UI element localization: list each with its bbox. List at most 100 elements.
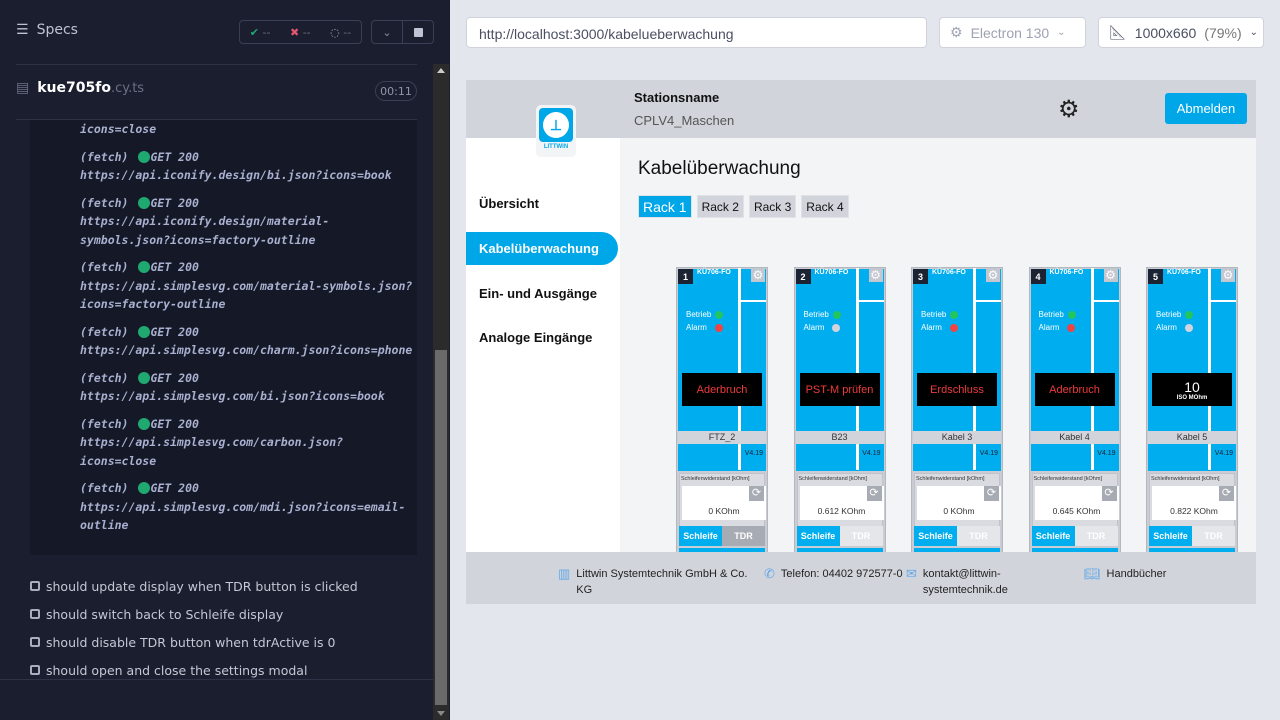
rack-tab[interactable]: Rack 2 <box>696 195 744 218</box>
scrollbar-thumb[interactable] <box>435 350 447 705</box>
betrieb-indicator: Betrieb <box>686 310 724 319</box>
tdr-button[interactable]: TDR <box>957 526 1000 546</box>
betrieb-indicator: Betrieb <box>1039 310 1076 319</box>
schleife-button[interactable]: Schleife <box>914 526 957 546</box>
nav-item[interactable]: Übersicht <box>479 196 539 211</box>
schleife-button[interactable]: Schleife <box>1031 526 1075 546</box>
log-entry[interactable]: (fetch) GET 200 https://api.simplesvg.com/… <box>80 479 415 535</box>
module-settings-gear-icon[interactable]: ⚙ <box>751 268 765 282</box>
pending-icon: ◌ <box>330 25 340 39</box>
status-led <box>1067 310 1076 319</box>
log-entry[interactable]: (fetch) GET 200 https://api.iconify.design… <box>80 194 415 250</box>
tdr-button[interactable]: TDR <box>839 526 883 546</box>
status-dot-icon <box>138 196 151 209</box>
firmware-version: V4.19 <box>1097 450 1116 457</box>
log-url: https://api.iconify.design/material-symb… <box>80 214 330 247</box>
nav-item[interactable]: Ein- und Ausgänge <box>479 286 597 301</box>
module-settings-gear-icon[interactable]: ⚙ <box>1103 268 1118 282</box>
betrieb-indicator: Betrieb <box>1156 310 1194 319</box>
sidebar: Übersicht Kabelüberwachung Ein- und Ausgän… <box>466 138 620 552</box>
rack-tab[interactable]: Rack 4 <box>801 195 849 218</box>
test-item[interactable]: should open and close the settings modal <box>30 656 358 684</box>
tdr-button[interactable]: TDR <box>722 526 765 546</box>
specs-toggle[interactable]: ☰ Specs <box>16 22 78 38</box>
nav-item[interactable]: Analoge Eingänge <box>479 330 593 345</box>
log-entry[interactable]: (fetch) GET 200 https://api.iconify.design… <box>80 148 415 185</box>
test-item[interactable]: should update display when TDR button is… <box>30 572 358 600</box>
module-display: PST-M prüfen <box>799 373 880 406</box>
log-entry[interactable]: (fetch) GET 200 https://api.simplesvg.com/… <box>80 323 415 360</box>
module-card: 4 KÜ706-FO ⚙ Betrieb Alarm Aderbruch Kab… <box>1028 267 1121 568</box>
refresh-icon[interactable]: ⟳ <box>984 486 999 501</box>
module-title: KÜ706-FO <box>697 269 731 276</box>
log-entry[interactable]: (fetch) GET 200 https://api.simplesvg.com/… <box>80 258 415 314</box>
module-settings-gear-icon[interactable]: ⚙ <box>868 268 883 282</box>
schleife-button[interactable]: Schleife <box>796 526 840 546</box>
status-led <box>714 323 723 332</box>
module-number: 5 <box>1148 269 1163 284</box>
module-title: KÜ706-FO <box>814 269 849 276</box>
rack-tab[interactable]: Rack 1 <box>638 195 692 218</box>
logout-button[interactable]: Abmelden <box>1165 93 1247 124</box>
module-title: KÜ706-FO <box>932 269 966 276</box>
footer-company: ▥ Littwin Systemtechnik GmbH & Co. KG <box>558 566 748 596</box>
test-item[interactable]: should disable TDR button when tdrActive… <box>30 628 358 656</box>
settings-gear-icon[interactable]: ⚙ <box>1058 96 1080 123</box>
alarm-indicator: Alarm <box>1039 323 1076 332</box>
firmware-version: V4.19 <box>744 450 763 457</box>
tdr-button[interactable]: TDR <box>1074 526 1118 546</box>
status-led <box>715 310 724 319</box>
footer-email[interactable]: ✉ kontakt@littwin-systemtechnik.de <box>906 566 1008 596</box>
resistance-panel: Schleifenwiderstand [kOhm] 0.822 KOhm ⟳ <box>1149 473 1236 528</box>
browser-selector[interactable]: ⚙ Electron 130 ⌄ <box>939 17 1086 48</box>
command-log[interactable]: icons=close (fetch) GET 200 https://api.ic… <box>30 120 417 555</box>
test-list: should update display when TDR button is… <box>30 572 358 684</box>
test-stats: ✔ -- ✖ -- ◌ -- <box>239 20 362 44</box>
station-value: CPLV4_Maschen <box>634 113 735 128</box>
rack-tab[interactable]: Rack 3 <box>748 195 797 218</box>
nav-item[interactable]: Kabelüberwachung <box>466 232 618 265</box>
divider <box>16 119 417 120</box>
scrollbar[interactable] <box>433 64 449 720</box>
refresh-icon[interactable]: ⟳ <box>1101 486 1117 501</box>
module-number: 3 <box>913 269 928 284</box>
chevron-down-icon: ⌄ <box>1249 27 1259 38</box>
resistance-panel: Schleifenwiderstand [kOhm] 0 KOhm ⟳ <box>914 473 1001 528</box>
divider <box>16 64 417 65</box>
log-entry[interactable]: (fetch) GET 200 https://api.simplesvg.com/… <box>80 369 415 406</box>
refresh-icon[interactable]: ⟳ <box>749 486 764 501</box>
footer-manuals[interactable]: 📖︎ Handbücher <box>1084 566 1167 581</box>
module-card: 3 KÜ706-FO ⚙ Betrieb Alarm Erdschluss Ka… <box>911 267 1003 568</box>
alarm-indicator: Alarm <box>921 323 958 332</box>
cable-label: Kabel 4 <box>1030 431 1119 444</box>
footer-phone[interactable]: ✆ Telefon: 04402 972577-0 <box>764 566 903 581</box>
viewport-selector[interactable]: 📐︎ 1000x660 (79%) ⌄ <box>1098 17 1264 48</box>
cable-label: Kabel 5 <box>1148 431 1236 444</box>
module-settings-gear-icon[interactable]: ⚙ <box>1221 268 1235 282</box>
tdr-button[interactable]: TDR <box>1192 526 1235 546</box>
status-dot-icon <box>138 417 151 430</box>
schleife-button[interactable]: Schleife <box>1149 526 1192 546</box>
module-title: KÜ706-FO <box>1049 269 1084 276</box>
log-url: https://api.iconify.design/bi.json?icons… <box>80 168 392 182</box>
stop-button[interactable] <box>403 21 433 43</box>
module-card: 2 KÜ706-FO ⚙ Betrieb Alarm PST-M prüfen … <box>793 267 886 568</box>
preview-panel: http://localhost:3000/kabelueberwachung … <box>450 0 1280 720</box>
refresh-icon[interactable]: ⟳ <box>1219 486 1234 501</box>
book-icon: 📖︎ <box>1084 566 1101 581</box>
module-settings-gear-icon[interactable]: ⚙ <box>986 268 1000 282</box>
log-url: https://api.simplesvg.com/mdi.json?icons… <box>80 499 406 533</box>
firmware-version: V4.19 <box>979 450 998 457</box>
status-led <box>1067 323 1076 332</box>
spec-file-header[interactable]: ▤ kue705fo.cy.ts <box>16 80 145 96</box>
status-dot-icon <box>138 261 151 273</box>
log-entry[interactable]: (fetch) GET 200 https://api.simplesvg.com/… <box>80 415 415 471</box>
chevron-down-button[interactable]: ⌄ <box>372 21 403 43</box>
cable-label: B23 <box>795 431 884 444</box>
page-title: Kabelüberwachung <box>638 158 801 179</box>
test-item[interactable]: should switch back to Schleife display <box>30 600 358 628</box>
schleife-button[interactable]: Schleife <box>679 526 722 546</box>
refresh-icon[interactable]: ⟳ <box>866 486 882 501</box>
alarm-indicator: Alarm <box>1156 323 1193 332</box>
url-bar[interactable]: http://localhost:3000/kabelueberwachung <box>466 17 927 48</box>
